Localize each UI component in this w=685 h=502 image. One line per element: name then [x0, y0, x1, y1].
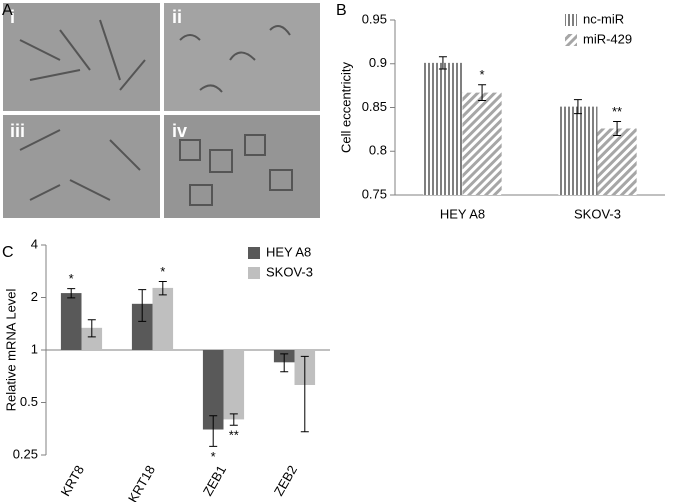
micrograph: [164, 3, 320, 111]
error-bar: [573, 99, 582, 115]
y-tick-label: 0.85: [362, 99, 387, 114]
legend-label: nc-miR: [583, 11, 624, 26]
legend-label: miR-429: [583, 31, 632, 46]
error-bar: [438, 56, 447, 70]
x-tick-label: KRT18: [125, 463, 158, 502]
y-tick-label: 1: [31, 341, 38, 356]
panel-label: C: [2, 244, 14, 261]
significance: *: [480, 67, 485, 82]
y-tick-label: 4: [31, 236, 38, 251]
y-tick-label: 0.8: [369, 143, 387, 158]
significance: **: [612, 104, 622, 119]
x-tick-label: SKOV-3: [574, 206, 621, 221]
error-bar: [478, 84, 487, 101]
cells: [19, 19, 293, 206]
x-tick-label: KRT8: [58, 463, 87, 499]
y-axis-label: Cell eccentricity: [338, 61, 353, 153]
error-bar: [280, 353, 289, 373]
image-label: ii: [172, 7, 182, 27]
bar: [462, 92, 502, 195]
x-tick-label: HEY A8: [440, 206, 485, 221]
cell-shapes: [19, 129, 141, 201]
y-tick-label: 0.95: [362, 11, 387, 26]
error-bar: [300, 355, 309, 433]
image-label: i: [10, 7, 15, 27]
bar: [152, 287, 174, 350]
error-bar: [158, 281, 167, 296]
bar: [60, 293, 82, 350]
bar: [131, 303, 153, 350]
image-label: iv: [172, 121, 187, 141]
bar: [223, 350, 245, 420]
y-tick-label: 0.75: [362, 186, 387, 201]
micrograph: [3, 115, 160, 218]
panel-label: B: [336, 2, 347, 19]
bar: [81, 327, 103, 350]
legend-label: SKOV-3: [266, 264, 313, 279]
error-bar: [138, 289, 147, 322]
image-label: iii: [10, 121, 25, 141]
significance: *: [160, 264, 165, 279]
cell-shapes: [19, 19, 146, 91]
legend-swatch: [248, 267, 260, 279]
x-tick-label: ZEB1: [200, 463, 229, 499]
bar: [423, 62, 463, 195]
y-tick-label: 0.5: [20, 394, 38, 409]
cell-shapes: [179, 25, 291, 93]
cell-shapes: [179, 134, 293, 206]
legend-swatch: [248, 247, 260, 259]
error-bar: [229, 413, 238, 426]
legend-label: HEY A8: [266, 244, 311, 259]
significance: **: [229, 428, 239, 443]
x-tick-label: ZEB2: [271, 463, 300, 499]
bar: [202, 350, 224, 430]
y-tick-label: 0.9: [369, 55, 387, 70]
bar: [558, 106, 598, 195]
micrograph: [164, 115, 320, 218]
legend-swatch: [565, 34, 577, 46]
significance: *: [211, 449, 216, 464]
y-tick-label: 0.25: [13, 446, 38, 461]
y-tick-label: 2: [31, 289, 38, 304]
significance: *: [69, 271, 74, 286]
y-axis-label: Relative mRNA Level: [3, 288, 18, 411]
panel-label: A: [2, 2, 13, 19]
error-bar: [209, 415, 218, 447]
legend-swatch: [565, 14, 577, 26]
error-bar: [67, 288, 76, 299]
error-bar: [613, 121, 622, 136]
micrographs: i ii iii iv: [0, 0, 322, 220]
error-bar: [87, 319, 96, 338]
bar: [597, 128, 637, 195]
